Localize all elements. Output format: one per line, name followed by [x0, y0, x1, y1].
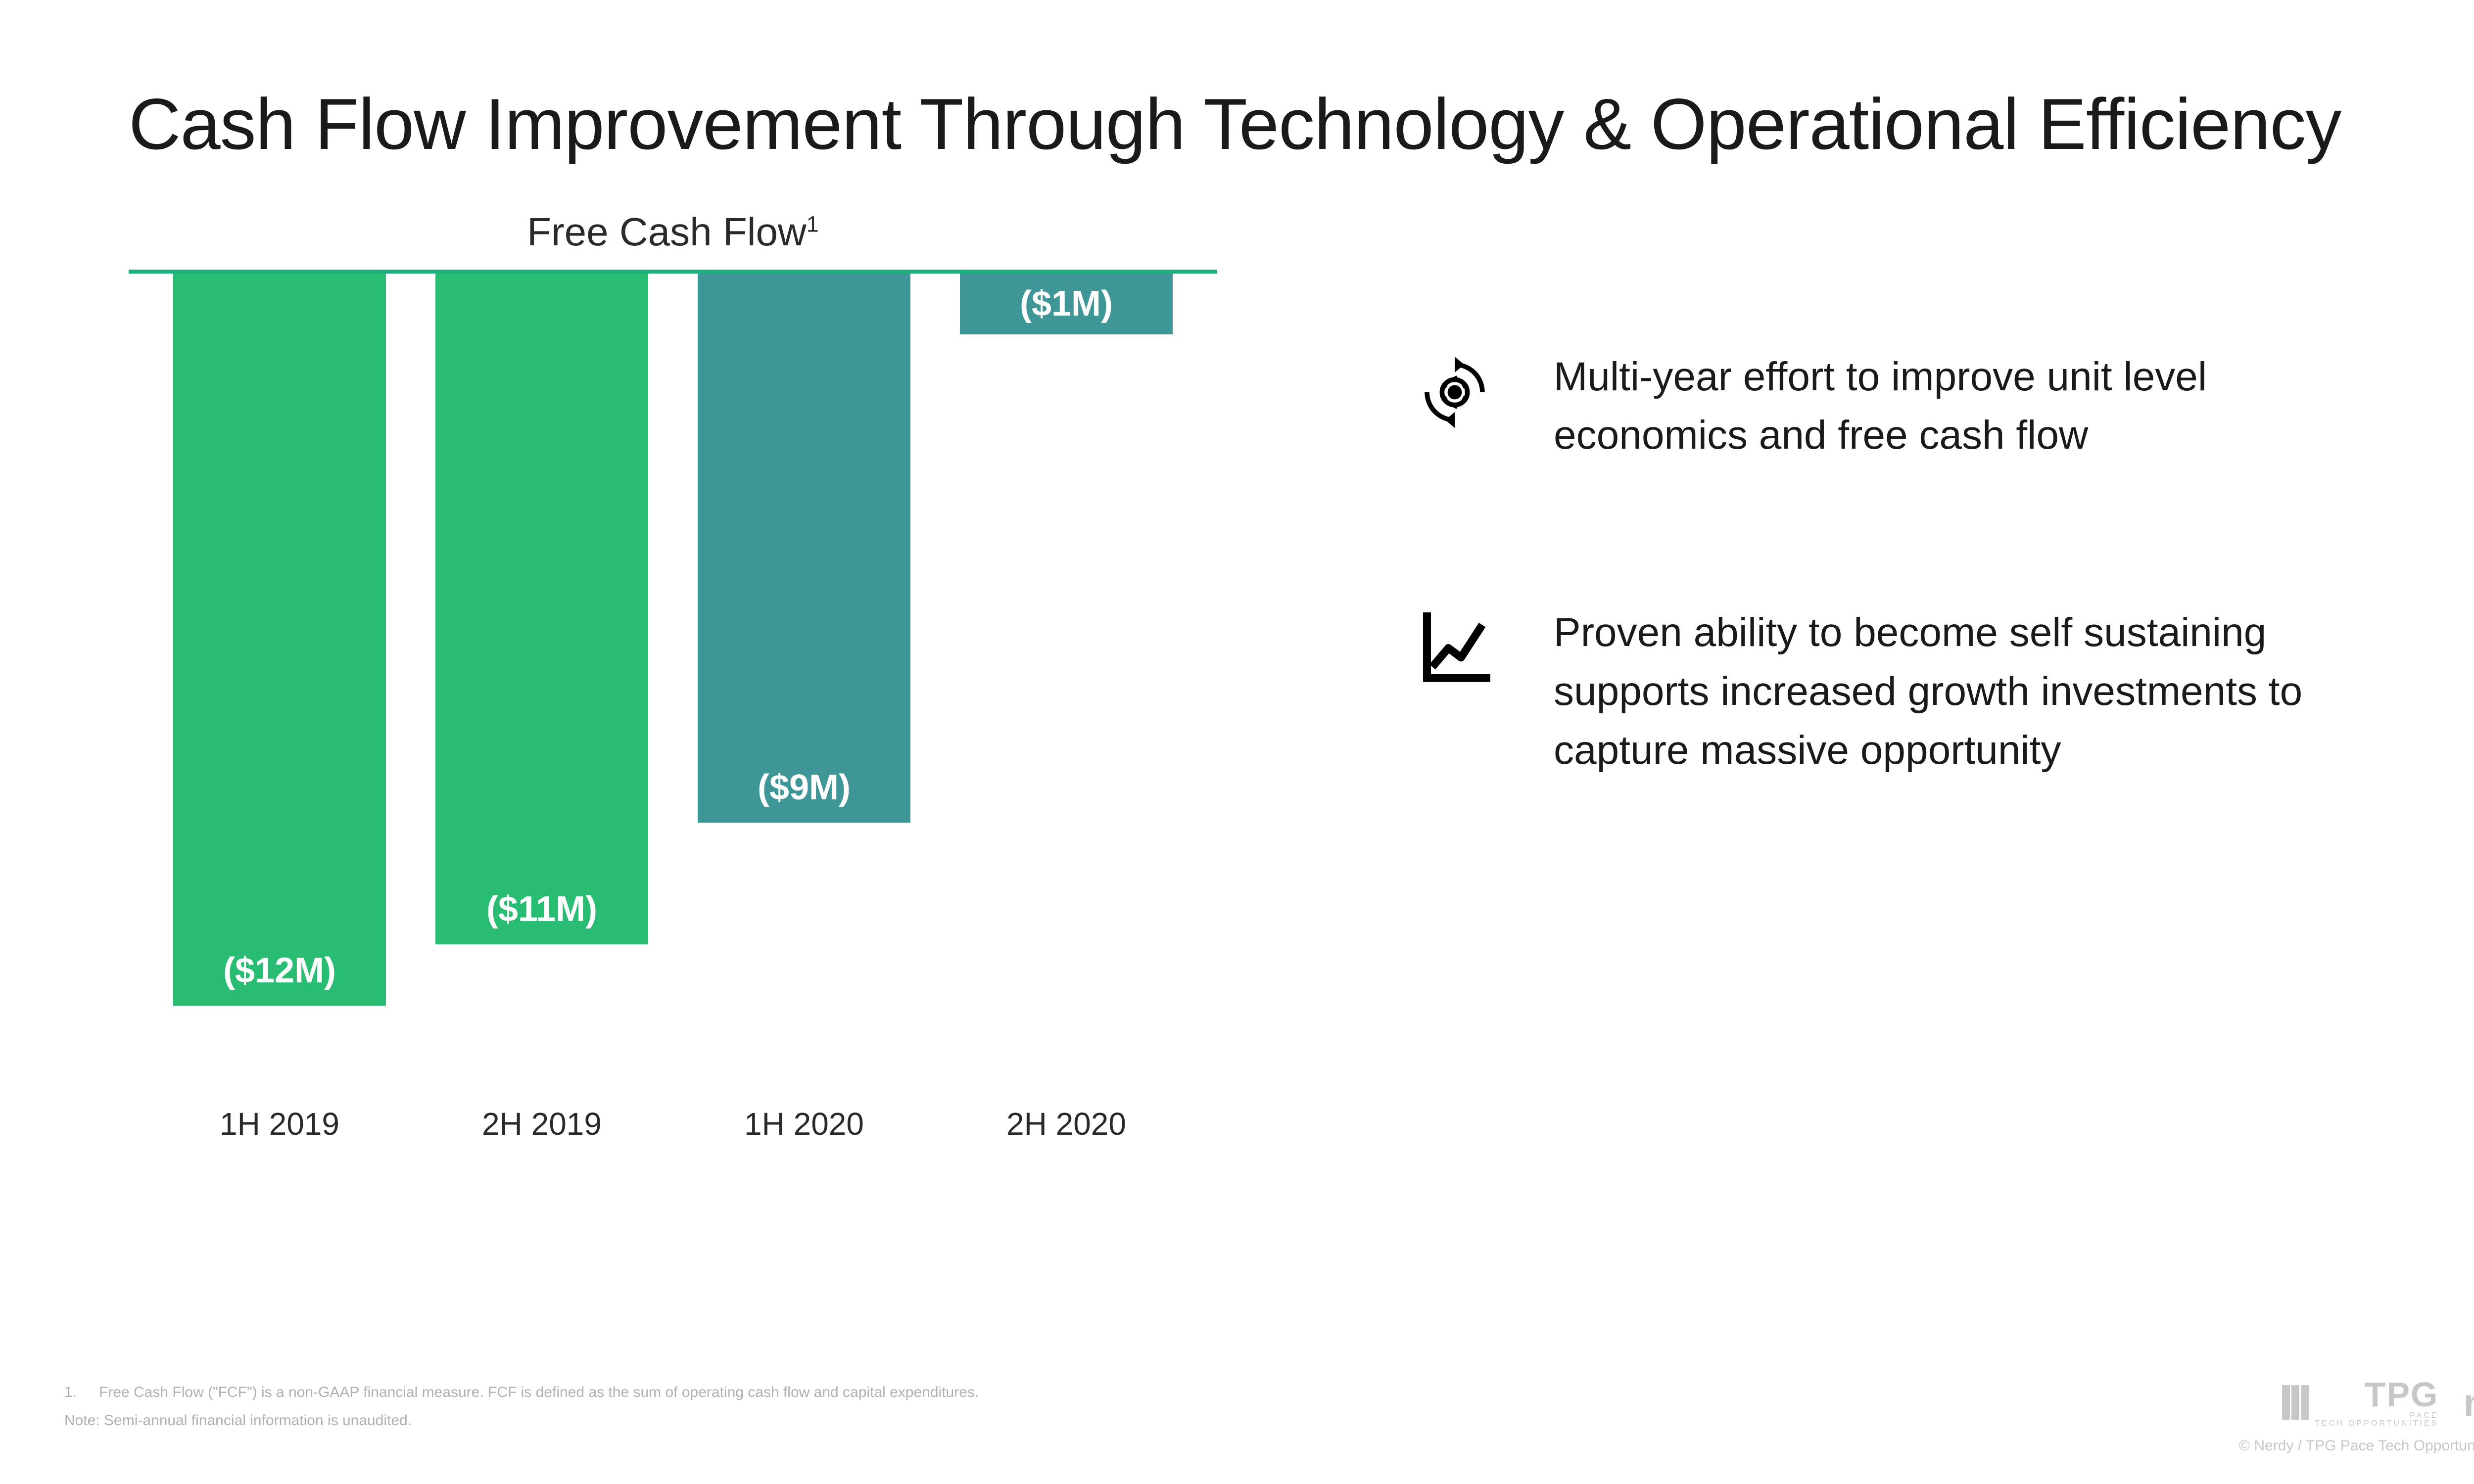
chart-title: Free Cash Flow1 — [129, 209, 1217, 255]
bar-wrap: ($9M) — [685, 274, 923, 823]
bar-label: ($9M) — [758, 767, 851, 808]
x-tick: 1H 2020 — [685, 1106, 923, 1142]
bar-label: ($11M) — [486, 889, 597, 929]
tpg-logo-icon — [2282, 1385, 2309, 1420]
bar-wrap: ($12M) — [161, 274, 398, 1006]
line-chart-icon — [1415, 608, 1494, 688]
chart-title-text: Free Cash Flow — [527, 210, 807, 254]
copyright: © Nerdy / TPG Pace Tech Opportunities Co… — [2239, 1438, 2474, 1454]
footnotes: 1. Free Cash Flow ("FCF") is a non-GAAP … — [64, 1378, 979, 1435]
slide: 53 Cash Flow Improvement Through Technol… — [0, 0, 2474, 1484]
chart-plot-area: ($12M) ($11M) ($9M) ($1M) — [129, 270, 1217, 1002]
bar-label: ($12M) — [223, 950, 336, 991]
bars-container: ($12M) ($11M) ($9M) ($1M) — [129, 274, 1217, 1002]
content-row: Free Cash Flow1 ($12M) ($11M) ($9M) ($1M) 1… — [129, 209, 2474, 1142]
bullet: Multi-year effort to improve unit level … — [1415, 348, 2355, 465]
tpg-logo-sub2: TECH OPPORTUNITIES — [2315, 1420, 2438, 1428]
tpg-logo-text: TPG — [2315, 1377, 2438, 1412]
bullet-text: Proven ability to become self sustaining… — [1554, 603, 2355, 780]
bar: ($11M) — [435, 274, 648, 945]
chart-title-sup: 1 — [807, 211, 819, 236]
x-tick: 2H 2020 — [948, 1106, 1185, 1142]
tpg-logo: TPG PACE TECH OPPORTUNITIES — [2282, 1377, 2438, 1428]
logos: TPG PACE TECH OPPORTUNITIES nerdy® — [2239, 1377, 2474, 1428]
footnote-num: 1. — [64, 1378, 79, 1406]
slide-title: Cash Flow Improvement Through Technology… — [129, 79, 2474, 170]
bar: ($9M) — [698, 274, 910, 823]
bullet: Proven ability to become self sustaining… — [1415, 603, 2355, 780]
x-axis: 1H 2019 2H 2019 1H 2020 2H 2020 — [129, 1106, 1217, 1142]
bullets-column: Multi-year effort to improve unit level … — [1415, 209, 2355, 1142]
bar-wrap: ($1M) — [948, 274, 1185, 334]
tpg-logo-sub: PACE — [2410, 1411, 2438, 1420]
footnote-note: Note: Semi-annual financial information … — [64, 1406, 979, 1435]
bar-label: ($1M) — [1020, 283, 1113, 324]
bar: ($12M) — [173, 274, 386, 1006]
footnote-text: Free Cash Flow ("FCF") is a non-GAAP fin… — [99, 1378, 979, 1406]
bar: ($1M) — [960, 274, 1173, 334]
footer-right: TPG PACE TECH OPPORTUNITIES nerdy® © Ner… — [2239, 1377, 2474, 1454]
chart-column: Free Cash Flow1 ($12M) ($11M) ($9M) ($1M) 1… — [129, 209, 1217, 1142]
footnote-row: 1. Free Cash Flow ("FCF") is a non-GAAP … — [64, 1378, 979, 1406]
x-tick: 1H 2019 — [161, 1106, 398, 1142]
gear-cycle-icon — [1415, 353, 1494, 432]
bullet-text: Multi-year effort to improve unit level … — [1554, 348, 2355, 465]
nerdy-logo-text: nerdy — [2463, 1381, 2474, 1424]
x-tick: 2H 2019 — [423, 1106, 661, 1142]
bar-wrap: ($11M) — [423, 274, 661, 945]
nerdy-logo: nerdy® — [2463, 1383, 2474, 1422]
